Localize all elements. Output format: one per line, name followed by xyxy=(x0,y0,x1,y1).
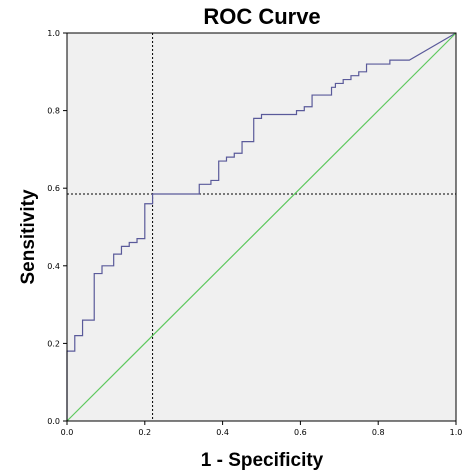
y-tick-label: 1.0 xyxy=(47,29,60,38)
y-axis-ticks: 0.0 0.2 0.4 0.6 0.8 1.0 xyxy=(47,29,67,426)
x-tick-label: 1.0 xyxy=(450,428,463,437)
reference-diagonal-line xyxy=(66,32,457,422)
x-tick-label: 0.8 xyxy=(372,428,385,437)
series-layer xyxy=(66,32,457,422)
y-tick-label: 0.4 xyxy=(47,262,60,271)
x-tick-label: 0.2 xyxy=(138,428,151,437)
chart-title: ROC Curve xyxy=(203,4,320,29)
y-tick-label: 0.2 xyxy=(47,339,60,348)
y-axis-label: Sensitivity xyxy=(18,189,39,284)
x-axis-label: 1 - Specificity xyxy=(201,450,324,471)
x-tick-label: 0.4 xyxy=(216,428,229,437)
y-tick-label: 0.6 xyxy=(47,184,60,193)
y-tick-label: 0.8 xyxy=(47,107,60,116)
y-tick-label: 0.0 xyxy=(47,417,60,426)
roc-curve-line xyxy=(66,32,457,421)
x-tick-label: 0.0 xyxy=(61,428,74,437)
x-tick-label: 0.6 xyxy=(294,428,307,437)
plot-frame xyxy=(66,32,457,422)
annotation-layer xyxy=(67,33,456,421)
x-axis-ticks: 0.0 0.2 0.4 0.6 0.8 1.0 xyxy=(61,421,463,437)
